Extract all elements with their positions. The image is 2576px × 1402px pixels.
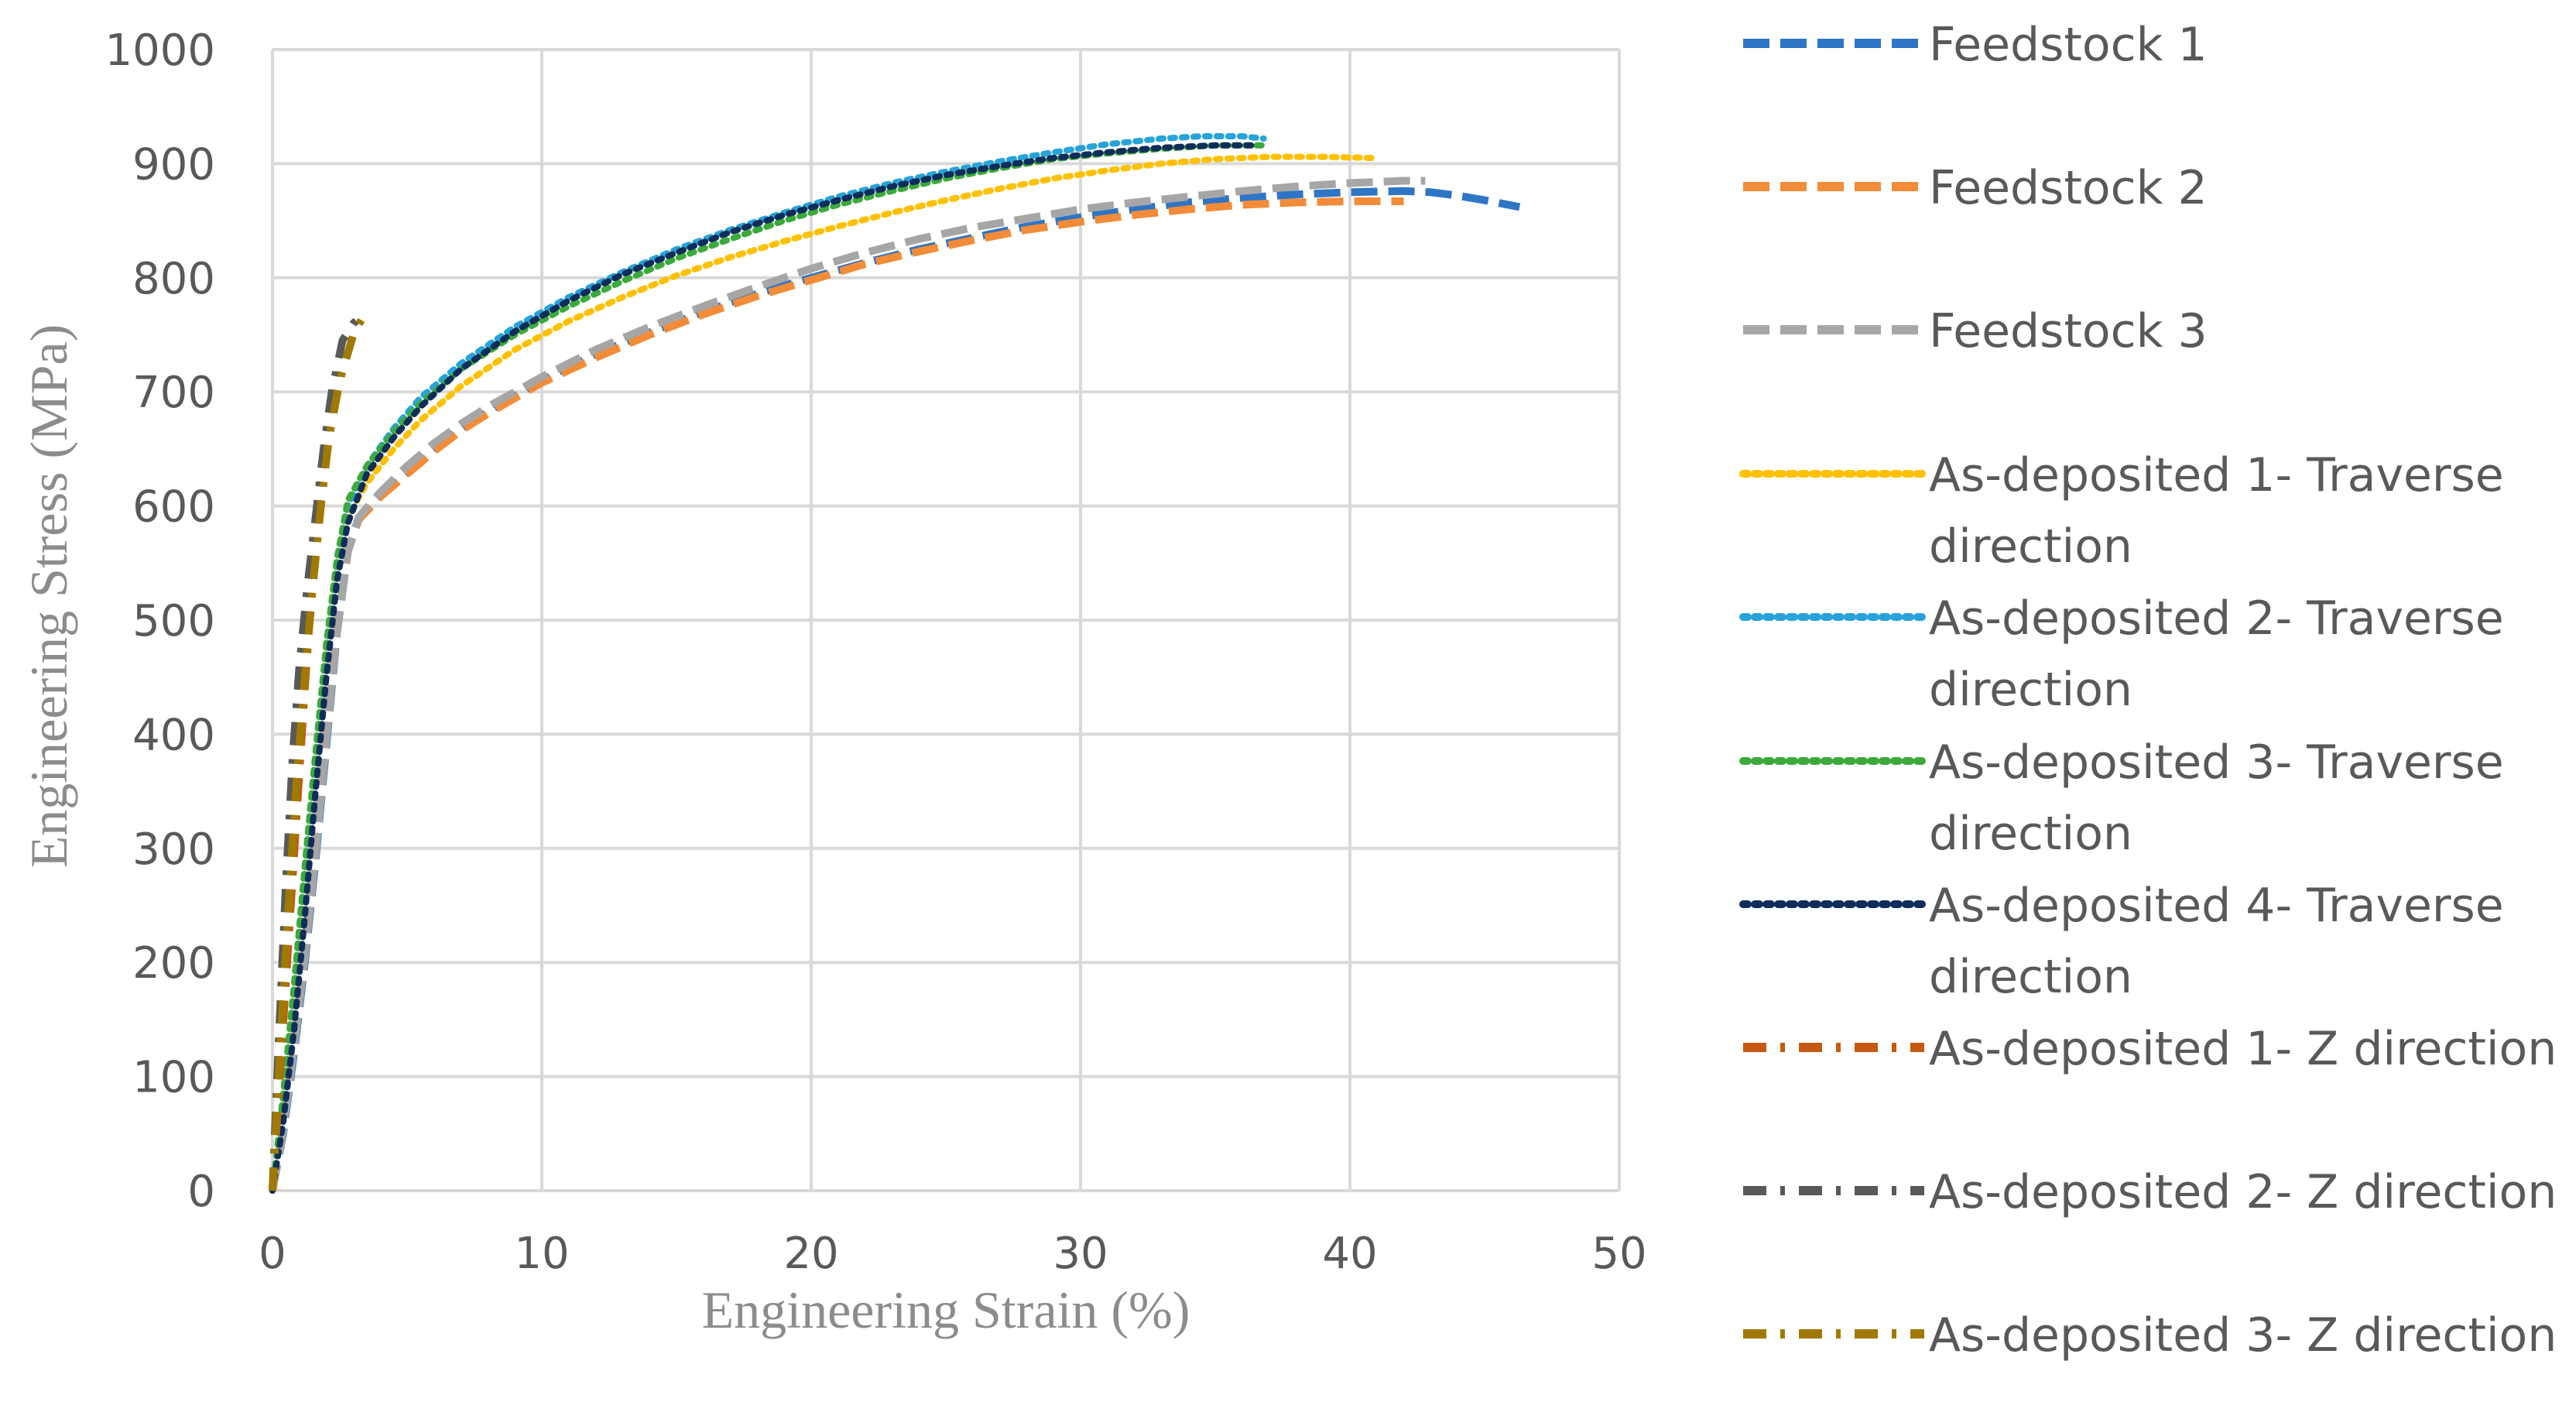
y-axis-title: Engineering Stress (MPa) [19,324,78,869]
series-line-3 [269,177,1426,1191]
legend-item-5: As-deposited 2- Traverse direction [1739,591,2504,717]
x-tick-label: 30 [1053,1229,1108,1279]
y-tick-label: 900 [132,139,215,190]
y-axis-ticks: 0 100 200 300 400 500 600 700 800 900 1000 [104,26,215,1217]
series-line-6 [269,142,1267,1194]
x-tick-label: 10 [514,1229,569,1279]
x-axis-ticks: 0 10 20 30 40 50 [259,1229,1646,1279]
series-line-1 [269,187,1521,1191]
y-tick-label: 300 [132,824,215,875]
legend-label: As-deposited 1- Z direction [1929,1022,2557,1076]
series-line-7 [269,142,1259,1194]
legend-label: direction [1929,950,2132,1004]
legend-item-1: Feedstock 1 [1743,18,2208,72]
series-line-4 [269,153,1375,1194]
y-tick-label: 500 [132,596,215,646]
x-tick-label: 50 [1591,1229,1646,1279]
chart-series [269,133,1521,1194]
x-tick-label: 40 [1322,1229,1377,1279]
legend-label: direction [1929,807,2132,861]
series-line-10 [269,307,371,1191]
legend-label: direction [1929,519,2132,574]
legend-label: As-deposited 2- Z direction [1929,1165,2557,1219]
legend-item-9: As-deposited 2- Z direction [1743,1165,2557,1219]
legend-label: As-deposited 3- Traverse [1929,735,2504,790]
legend-label: Feedstock 3 [1929,304,2208,358]
legend-item-3: Feedstock 3 [1743,304,2208,358]
legend-label: As-deposited 3- Z direction [1929,1308,2557,1363]
legend-label: As-deposited 4- Traverse [1929,879,2504,933]
x-axis-title: Engineering Strain (%) [702,1280,1190,1339]
chart-legend: Feedstock 1 Feedstock 2 Feedstock 3 As-depo… [1739,18,2557,1363]
chart-grid [271,48,1621,1192]
series-line-5 [269,133,1267,1194]
y-tick-label: 400 [132,710,215,760]
y-tick-label: 0 [187,1167,215,1217]
legend-label: Feedstock 2 [1929,161,2208,215]
legend-item-2: Feedstock 2 [1743,161,2208,215]
y-tick-label: 600 [132,482,215,533]
legend-item-7: As-deposited 4- Traverse direction [1739,879,2504,1004]
legend-item-6: As-deposited 3- Traverse direction [1739,735,2504,861]
legend-label: Feedstock 1 [1929,18,2208,72]
legend-item-4: As-deposited 1- Traverse direction [1739,448,2504,574]
legend-label: As-deposited 2- Traverse [1929,591,2504,646]
legend-label: direction [1929,663,2132,717]
legend-label: As-deposited 1- Traverse [1929,448,2504,502]
y-tick-label: 700 [132,368,215,418]
legend-item-10: As-deposited 3- Z direction [1743,1308,2557,1363]
y-tick-label: 100 [132,1053,215,1103]
series-line-2 [269,197,1404,1191]
y-tick-label: 200 [132,938,215,989]
x-tick-label: 0 [259,1229,286,1279]
y-tick-label: 1000 [104,26,215,76]
x-tick-label: 20 [783,1229,838,1279]
legend-item-8: As-deposited 1- Z direction [1743,1022,2557,1076]
y-tick-label: 800 [132,254,215,304]
